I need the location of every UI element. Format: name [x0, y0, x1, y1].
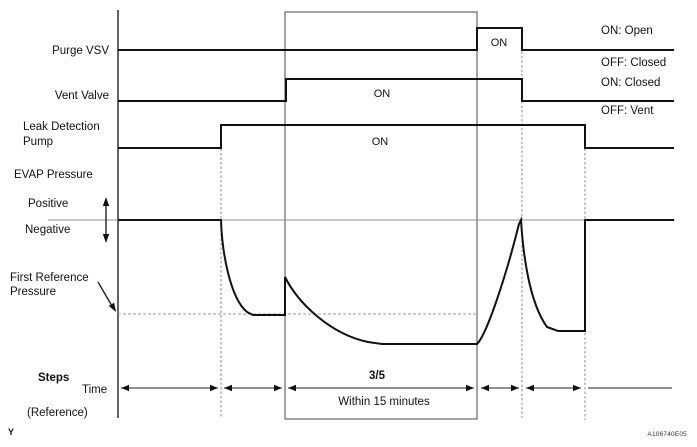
- legend-vent-on: ON: Closed: [601, 77, 660, 89]
- arrow-pointer-icon: [108, 302, 116, 312]
- phase-outline-box: [284, 11, 478, 420]
- vent-valve-label: Vent Valve: [55, 90, 109, 102]
- purge-vsv-label: Purge VSV: [52, 45, 109, 57]
- leak-pump-label-line2: Pump: [23, 136, 53, 148]
- time-axis-arrows: [121, 384, 672, 392]
- first-reference-label-line2: Pressure: [10, 286, 56, 298]
- purge-vsv-trace: [118, 27, 674, 51]
- positive-label: Positive: [28, 198, 68, 210]
- legend-purge-off: OFF: Closed: [601, 57, 666, 69]
- vent-on-label: ON: [374, 88, 391, 100]
- steps-label: Steps: [38, 372, 69, 384]
- negative-label: Negative: [25, 224, 70, 236]
- evap-pressure-label: EVAP Pressure: [14, 169, 93, 181]
- duration-note: Within 15 minutes: [338, 396, 430, 408]
- corner-mark: Y: [8, 427, 14, 437]
- legend-vent-off: OFF: Vent: [601, 105, 654, 117]
- legend-purge-on: ON: Open: [601, 25, 653, 37]
- first-reference-pointer-shaft: [97, 281, 113, 307]
- pump-on-label: ON: [372, 136, 389, 148]
- purge-on-label: ON: [491, 37, 508, 49]
- leak-pump-label-line1: Leak Detection: [23, 121, 100, 133]
- step-value: 3/5: [369, 370, 386, 382]
- reference-label: (Reference): [27, 407, 88, 419]
- vent-valve-trace: [118, 78, 674, 102]
- time-label: Time: [82, 384, 107, 396]
- arrow-up-icon: [102, 197, 110, 206]
- doc-code: A106740E05: [647, 431, 687, 438]
- evap-pressure-trace: [118, 216, 674, 345]
- arrow-down-icon: [102, 234, 110, 243]
- leak-pump-trace: [118, 124, 674, 149]
- first-reference-label-line1: First Reference: [10, 272, 89, 284]
